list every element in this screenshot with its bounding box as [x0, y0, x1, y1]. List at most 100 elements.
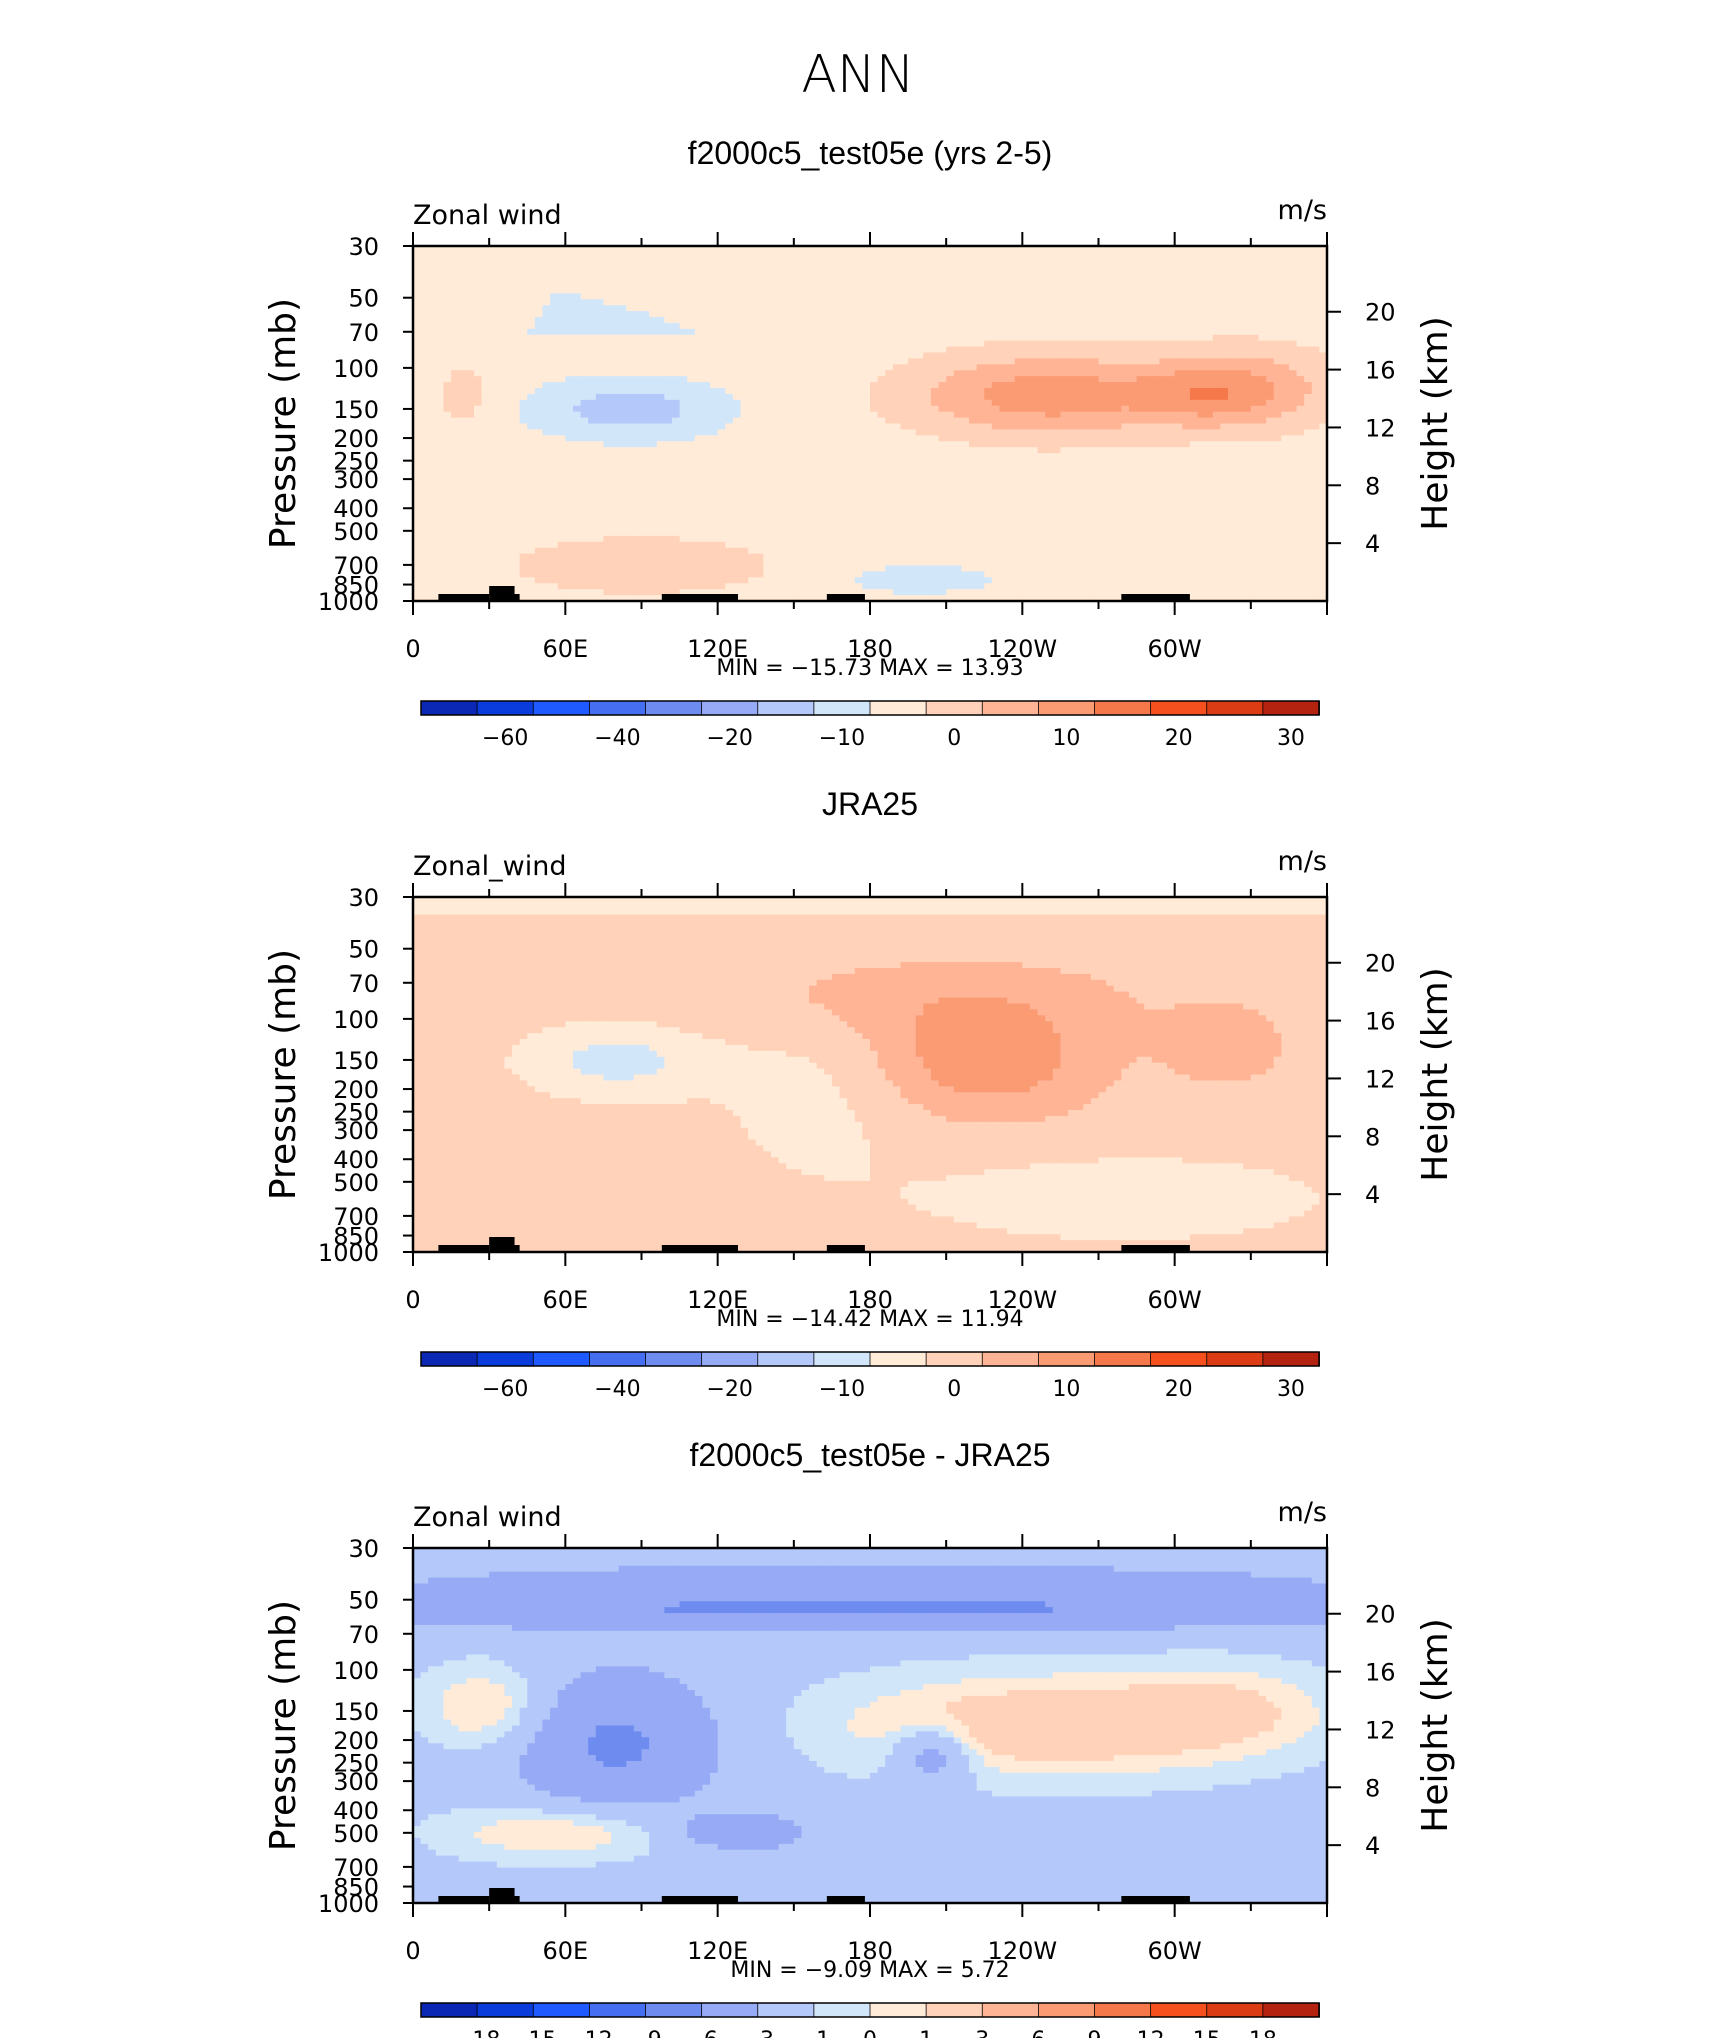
- field-cell: [741, 358, 749, 365]
- field-cell: [1159, 465, 1167, 472]
- field-cell: [741, 341, 749, 348]
- field-cell: [1243, 394, 1251, 401]
- field-cell: [558, 353, 566, 360]
- field-cell: [900, 400, 908, 407]
- field-cell: [1258, 258, 1266, 265]
- field-cell: [862, 394, 870, 401]
- field-cell: [923, 282, 931, 289]
- field-cell: [1076, 317, 1084, 324]
- field-cell: [542, 341, 550, 348]
- field-cell: [984, 299, 992, 306]
- field-cell: [870, 252, 878, 259]
- field-cell: [847, 382, 855, 389]
- field-cell: [1060, 447, 1068, 454]
- field-cell: [1266, 477, 1274, 484]
- field-cell: [619, 376, 627, 383]
- field-cell: [664, 305, 672, 312]
- field-cell: [1213, 435, 1221, 442]
- field-cell: [1182, 276, 1190, 283]
- field-cell: [443, 489, 451, 496]
- field-cell: [603, 429, 611, 436]
- field-cell: [1007, 400, 1015, 407]
- field-cell: [588, 453, 596, 460]
- field-cell: [786, 400, 794, 407]
- field-cell: [718, 412, 726, 419]
- field-cell: [809, 394, 817, 401]
- field-cell: [862, 317, 870, 324]
- field-cell: [1083, 329, 1091, 336]
- field-cell: [923, 299, 931, 306]
- field-cell: [1190, 305, 1198, 312]
- field-cell: [1236, 370, 1244, 377]
- field-cell: [1137, 293, 1145, 300]
- field-cell: [1121, 376, 1129, 383]
- field-cell: [984, 329, 992, 336]
- field-cell: [428, 358, 436, 365]
- field-cell: [626, 471, 634, 478]
- field-cell: [771, 293, 779, 300]
- field-cell: [428, 471, 436, 478]
- field-cell: [1258, 252, 1266, 259]
- field-cell: [1266, 418, 1274, 425]
- field-cell: [885, 252, 893, 259]
- field-cell: [725, 287, 733, 294]
- field-cell: [961, 323, 969, 330]
- field-cell: [680, 465, 688, 472]
- field-cell: [1007, 305, 1015, 312]
- field-cell: [893, 453, 901, 460]
- field-cell: [939, 459, 947, 466]
- field-cell: [436, 489, 444, 496]
- field-cell: [931, 435, 939, 442]
- field-cell: [1099, 287, 1107, 294]
- field-cell: [1182, 341, 1190, 348]
- field-cell: [946, 489, 954, 496]
- field-cell: [1213, 270, 1221, 277]
- field-cell: [657, 252, 665, 259]
- field-cell: [482, 353, 490, 360]
- field-cell: [649, 471, 657, 478]
- field-cell: [558, 483, 566, 490]
- field-cell: [817, 317, 825, 324]
- field-cell: [1022, 335, 1030, 342]
- field-cell: [1213, 465, 1221, 472]
- field-cell: [1137, 429, 1145, 436]
- field-cell: [436, 347, 444, 354]
- field-cell: [809, 282, 817, 289]
- field-cell: [542, 311, 550, 318]
- field-cell: [702, 412, 710, 419]
- field-cell: [801, 264, 809, 271]
- field-cell: [1198, 287, 1206, 294]
- field-cell: [840, 264, 848, 271]
- field-cell: [832, 477, 840, 484]
- field-cell: [931, 335, 939, 342]
- field-cell: [1228, 477, 1236, 484]
- field-cell: [702, 435, 710, 442]
- field-cell: [1015, 370, 1023, 377]
- field-cell: [687, 370, 695, 377]
- field-cell: [946, 258, 954, 265]
- field-cell: [999, 358, 1007, 365]
- field-cell: [878, 276, 886, 283]
- field-cell: [1045, 412, 1053, 419]
- field-cell: [969, 358, 977, 365]
- field-cell: [1258, 382, 1266, 389]
- field-cell: [741, 489, 749, 496]
- field-cell: [756, 329, 764, 336]
- field-cell: [931, 376, 939, 383]
- field-cell: [786, 329, 794, 336]
- field-cell: [718, 418, 726, 425]
- field-cell: [1251, 471, 1259, 478]
- field-cell: [535, 453, 543, 460]
- field-cell: [923, 453, 931, 460]
- field-cell: [870, 400, 878, 407]
- field-cell: [725, 305, 733, 312]
- field-cell: [664, 358, 672, 365]
- field-cell: [550, 441, 558, 448]
- field-cell: [1190, 353, 1198, 360]
- field-cell: [725, 347, 733, 354]
- field-cell: [443, 311, 451, 318]
- field-cell: [702, 376, 710, 383]
- field-cell: [1053, 435, 1061, 442]
- field-cell: [619, 347, 627, 354]
- field-cell: [870, 453, 878, 460]
